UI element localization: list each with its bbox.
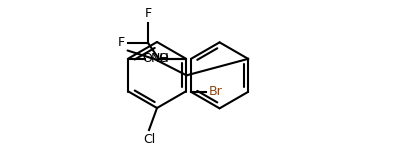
Text: O: O (143, 52, 153, 65)
Text: NH: NH (150, 52, 169, 65)
Text: Cl: Cl (143, 133, 155, 146)
Text: F: F (118, 36, 125, 49)
Text: Br: Br (209, 85, 223, 98)
Text: F: F (145, 7, 152, 20)
Text: O: O (159, 52, 168, 65)
